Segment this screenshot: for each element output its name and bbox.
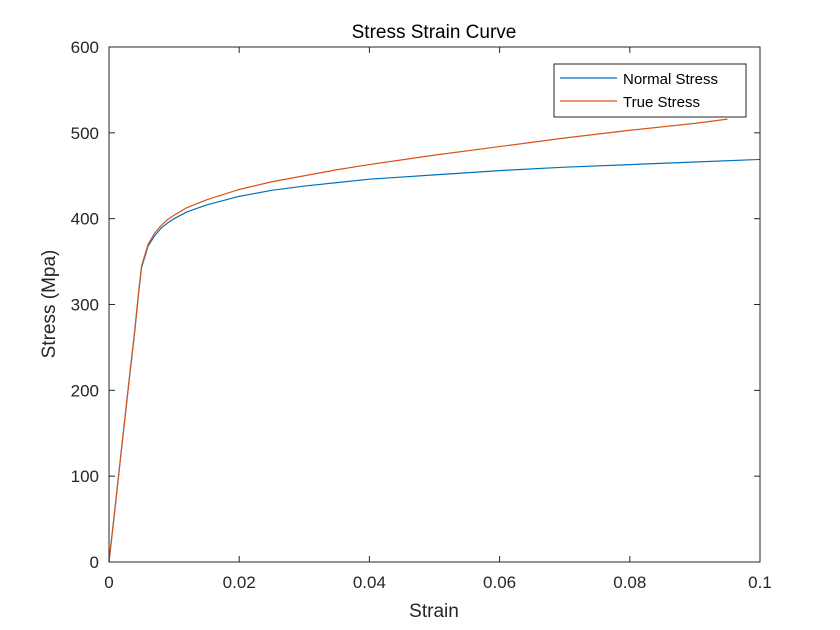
y-tick-label: 200 <box>71 381 99 400</box>
plot-area <box>109 47 760 562</box>
series-layer <box>108 118 761 563</box>
y-axis-label: Stress (Mpa) <box>39 250 60 359</box>
x-tick-label: 0.02 <box>223 573 256 592</box>
y-tick-label: 400 <box>71 210 99 229</box>
y-tick-label: 100 <box>71 467 99 486</box>
y-tick-label: 500 <box>71 124 99 143</box>
x-tick-label: 0.04 <box>353 573 386 592</box>
x-axis-ticks: 0 0.02 0.04 0.06 0.08 0.1 <box>104 47 772 592</box>
series-line-true-stress <box>108 118 728 563</box>
y-axis-ticks: 0 100 200 300 400 500 600 <box>71 38 760 572</box>
legend: Normal Stress True Stress <box>553 63 747 118</box>
y-tick-label: 0 <box>90 553 99 572</box>
y-tick-label: 600 <box>71 38 99 57</box>
x-tick-label: 0 <box>104 573 113 592</box>
legend-label-normal-stress: Normal Stress <box>623 71 718 88</box>
x-axis-label: Strain <box>409 601 459 622</box>
chart-title: Stress Strain Curve <box>352 22 517 43</box>
y-tick-label: 300 <box>71 296 99 315</box>
x-tick-label: 0.08 <box>613 573 646 592</box>
x-tick-label: 0.1 <box>748 573 772 592</box>
legend-box <box>553 63 747 118</box>
legend-label-true-stress: True Stress <box>623 94 700 111</box>
x-tick-label: 0.06 <box>483 573 516 592</box>
